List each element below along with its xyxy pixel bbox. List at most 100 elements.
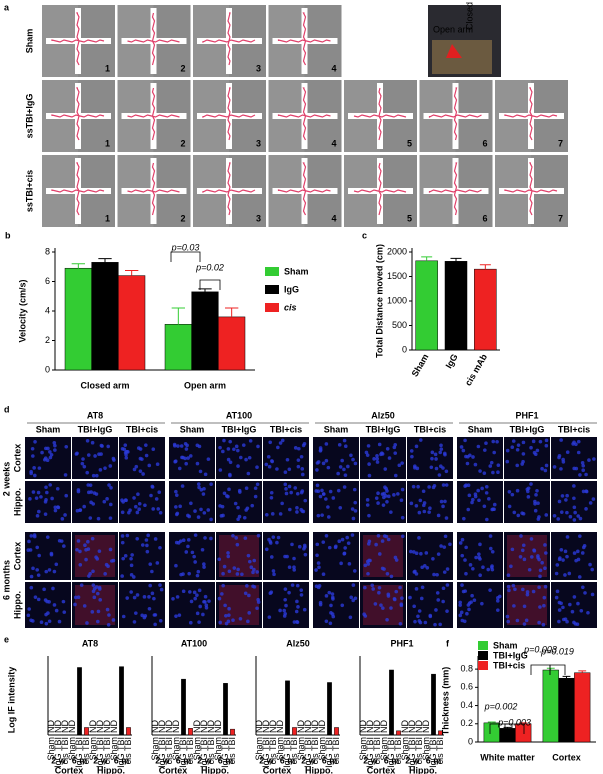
value-label: ND xyxy=(275,720,285,733)
nucleus xyxy=(231,533,235,538)
nucleus xyxy=(40,450,44,455)
nucleus xyxy=(175,511,180,516)
region-label: Hippo. xyxy=(305,765,333,774)
nucleus xyxy=(151,447,156,451)
value-label: ND xyxy=(261,720,271,733)
bar xyxy=(181,678,186,736)
nucleus xyxy=(484,491,489,495)
value-label: ND xyxy=(164,720,174,733)
nucleus xyxy=(32,466,36,470)
group-label: 6 m xyxy=(280,755,296,765)
x-tick-label: Closed arm xyxy=(80,380,129,390)
nucleus xyxy=(340,603,345,608)
nucleus xyxy=(236,464,240,468)
nucleus xyxy=(422,509,427,514)
nucleus xyxy=(269,496,274,500)
nucleus xyxy=(123,498,128,502)
panel-label: b xyxy=(5,230,11,240)
trial-number: 4 xyxy=(331,63,336,73)
value-label: ND xyxy=(379,720,389,733)
nucleus xyxy=(132,496,136,500)
nucleus xyxy=(557,453,562,458)
nucleus xyxy=(129,563,134,568)
trial-number: 3 xyxy=(256,138,261,148)
bar xyxy=(164,324,192,371)
nucleus xyxy=(87,490,91,495)
nucleus xyxy=(218,468,223,472)
nucleus xyxy=(295,583,300,588)
nucleus xyxy=(302,543,307,548)
nucleus xyxy=(515,463,520,468)
nucleus xyxy=(410,454,414,459)
nucleus xyxy=(29,534,34,538)
nucleus xyxy=(292,568,297,572)
nucleus xyxy=(353,461,358,466)
nucleus xyxy=(236,517,240,522)
nucleus xyxy=(529,482,533,486)
nucleus xyxy=(476,444,481,449)
nucleus xyxy=(235,542,240,547)
nucleus xyxy=(49,552,54,557)
x-tick-label: IgG TBI xyxy=(365,737,375,768)
nucleus xyxy=(35,568,39,572)
nucleus xyxy=(193,596,197,601)
value-label: ND xyxy=(407,720,417,733)
nucleus xyxy=(516,513,521,518)
nucleus xyxy=(94,492,99,496)
nucleus xyxy=(445,609,449,613)
nucleus xyxy=(365,498,370,502)
nucleus xyxy=(200,547,205,552)
column-label: TBI+cis xyxy=(414,424,446,434)
nucleus xyxy=(287,565,292,569)
error-bar xyxy=(421,256,433,261)
y-tick-label: 500 xyxy=(392,320,407,330)
nucleus xyxy=(122,447,127,452)
nucleus xyxy=(251,570,255,575)
nucleus xyxy=(409,501,414,506)
nucleus xyxy=(192,590,197,595)
y-tick-label: 1500 xyxy=(387,271,407,281)
nucleus xyxy=(509,564,513,569)
nucleus xyxy=(436,513,441,518)
nucleus xyxy=(363,563,368,568)
nucleus xyxy=(198,469,203,474)
nucleus xyxy=(296,605,300,609)
nucleus xyxy=(535,448,540,453)
nucleus xyxy=(524,618,529,623)
nucleus xyxy=(316,489,321,494)
nucleus xyxy=(382,495,386,500)
column-label: TBI+cis xyxy=(270,424,302,434)
nucleus xyxy=(247,455,252,460)
nucleus xyxy=(57,538,62,543)
nucleus xyxy=(417,609,422,613)
nucleus xyxy=(299,454,304,459)
nucleus xyxy=(538,568,543,573)
nucleus xyxy=(63,513,67,517)
nucleus xyxy=(469,600,473,604)
x-tick-label: IgG TBI xyxy=(386,737,396,768)
nucleus xyxy=(78,549,82,554)
nucleus xyxy=(268,541,273,545)
nucleus xyxy=(158,583,162,587)
nucleus xyxy=(468,563,473,567)
nucleus xyxy=(188,454,193,458)
time-label: 2 weeks xyxy=(1,462,11,497)
nucleus xyxy=(393,451,398,455)
nucleus xyxy=(179,444,184,448)
nucleus xyxy=(91,569,95,574)
nucleus xyxy=(555,589,560,594)
value-label: ND xyxy=(95,720,105,733)
nucleus xyxy=(582,543,587,548)
x-tick-label: IgG TBI xyxy=(95,737,105,768)
x-tick-label: IgG xyxy=(444,352,460,370)
nucleus xyxy=(478,542,482,547)
nucleus xyxy=(371,587,375,591)
nucleus xyxy=(276,535,281,540)
nucleus xyxy=(324,497,328,501)
nucleus xyxy=(537,557,541,562)
nucleus xyxy=(448,542,452,547)
nucleus xyxy=(512,604,516,608)
nucleus xyxy=(135,536,140,541)
nucleus xyxy=(246,553,251,558)
nucleus xyxy=(189,599,194,604)
